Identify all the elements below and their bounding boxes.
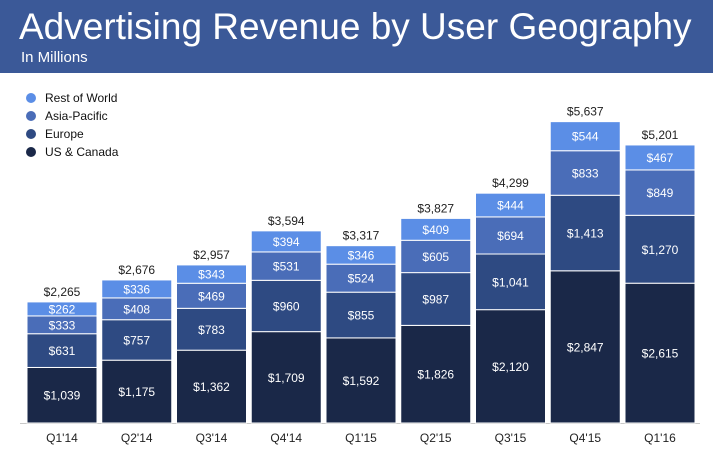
segment-value-label: $757: [123, 333, 150, 347]
bar-total-label: $3,317: [343, 229, 380, 243]
x-tick-label: Q1'14: [46, 431, 78, 445]
bar-segment-europe: [624, 214, 696, 284]
segment-value-label: $333: [49, 318, 76, 332]
chart-title: Advertising Revenue by User Geography: [19, 6, 692, 47]
segment-value-label: $2,847: [567, 340, 604, 354]
segment-value-label: $1,709: [268, 371, 305, 385]
segment-value-label: $394: [273, 235, 300, 249]
bar-segment-us-canada: [26, 366, 98, 424]
segment-value-label: $409: [422, 223, 449, 237]
bar-total-label: $5,201: [642, 128, 679, 142]
bar-segment-rest-of-world: [101, 279, 173, 299]
segment-value-label: $1,270: [642, 243, 679, 257]
x-tick-label: Q3'14: [196, 431, 228, 445]
segment-value-label: $2,615: [642, 347, 679, 361]
legend-swatch-rest-of-world: [26, 93, 36, 103]
bar-segment-rest-of-world: [26, 301, 98, 317]
segment-value-label: $467: [647, 151, 674, 165]
bar-total-label: $2,957: [193, 248, 230, 262]
segment-value-label: $1,039: [44, 389, 81, 403]
bar-segment-us-canada: [325, 337, 397, 424]
legend-item-us-canada: US & Canada: [26, 143, 118, 161]
segment-value-label: $849: [647, 186, 674, 200]
legend-swatch-us-canada: [26, 147, 36, 157]
bar-segment-rest-of-world: [250, 230, 322, 253]
bar-total-label: $2,676: [118, 263, 155, 277]
legend-swatch-europe: [26, 129, 36, 139]
x-tick-label: Q4'14: [270, 431, 302, 445]
segment-value-label: $783: [198, 323, 225, 337]
x-tick-label: Q3'15: [495, 431, 527, 445]
x-tick-label: Q1'16: [644, 431, 676, 445]
x-tick-label: Q1'15: [345, 431, 377, 445]
x-tick-label: Q2'15: [420, 431, 452, 445]
x-tick-label: Q2'14: [121, 431, 153, 445]
segment-value-label: $262: [49, 302, 76, 316]
legend-label: US & Canada: [45, 145, 119, 159]
bar-segment-rest-of-world: [400, 217, 472, 241]
bar-segment-us-canada: [475, 309, 546, 424]
bar-total-label: $5,637: [567, 105, 604, 119]
bar-total-label: $3,594: [268, 214, 305, 228]
bar-segment-us-canada: [101, 359, 173, 424]
bar-segment-asia-pacific: [325, 263, 397, 293]
segment-value-label: $960: [273, 299, 300, 313]
bar-segment-europe: [325, 291, 397, 339]
bar-segment-rest-of-world: [325, 245, 397, 265]
segment-value-label: $343: [198, 268, 225, 282]
legend-label: Europe: [45, 127, 84, 141]
bar-segment-asia-pacific: [624, 169, 696, 216]
legend-item-europe: Europe: [26, 125, 118, 143]
bar-segment-rest-of-world: [475, 192, 546, 218]
segment-value-label: $444: [497, 199, 524, 213]
bar-segment-asia-pacific: [400, 239, 472, 274]
bar-total-label: $3,827: [417, 201, 454, 215]
segment-value-label: $855: [348, 309, 375, 323]
segment-value-label: $1,826: [417, 368, 454, 382]
bar-segment-europe: [176, 307, 247, 351]
legend: Rest of World Asia-Pacific Europe US & C…: [26, 89, 118, 161]
segment-value-label: $2,120: [492, 360, 529, 374]
legend-item-rest-of-world: Rest of World: [26, 89, 118, 107]
bar-segment-asia-pacific: [176, 282, 247, 309]
segment-value-label: $1,413: [567, 227, 604, 241]
segment-value-label: $694: [497, 229, 524, 243]
bar-segment-europe: [101, 319, 173, 361]
bar-segment-us-canada: [250, 331, 322, 424]
segment-value-label: $1,041: [492, 275, 529, 289]
segment-value-label: $469: [198, 289, 225, 303]
x-tick-label: Q4'15: [569, 431, 601, 445]
bar-segment-rest-of-world: [176, 264, 247, 284]
segment-value-label: $987: [422, 292, 449, 306]
segment-value-label: $336: [123, 282, 150, 296]
segment-value-label: $524: [348, 272, 375, 286]
legend-swatch-asia-pacific: [26, 111, 36, 121]
bar-segment-europe: [475, 253, 546, 311]
bar-segment-europe: [549, 194, 621, 272]
segment-value-label: $531: [273, 260, 300, 274]
segment-value-label: $1,362: [193, 380, 230, 394]
legend-label: Rest of World: [45, 91, 118, 105]
segment-value-label: $1,175: [118, 385, 155, 399]
segment-value-label: $833: [572, 166, 599, 180]
segment-value-label: $1,592: [343, 374, 380, 388]
bar-segment-us-canada: [400, 324, 472, 424]
segment-value-label: $408: [123, 302, 150, 316]
chart-subtitle: In Millions: [21, 49, 88, 66]
legend-label: Asia-Pacific: [45, 109, 108, 123]
bar-segment-rest-of-world: [549, 121, 621, 152]
bar-segment-us-canada: [549, 270, 621, 424]
segment-value-label: $346: [348, 248, 375, 262]
bar-total-label: $4,299: [492, 176, 529, 190]
bar-segment-rest-of-world: [624, 144, 696, 171]
segment-value-label: $631: [49, 344, 76, 358]
bar-segment-us-canada: [176, 349, 247, 424]
legend-item-asia-pacific: Asia-Pacific: [26, 107, 118, 125]
bar-total-label: $2,265: [44, 285, 81, 299]
segment-value-label: $605: [422, 250, 449, 264]
segment-value-label: $544: [572, 130, 599, 144]
header-banner: Advertising Revenue by User Geography In…: [0, 0, 713, 73]
